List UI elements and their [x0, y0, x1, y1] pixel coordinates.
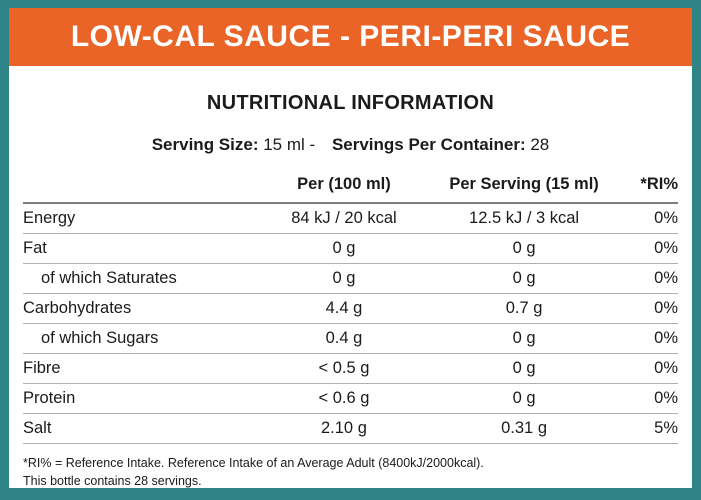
ri-percent-value: 0%: [619, 263, 678, 294]
serving-size-value: 15 ml: [263, 135, 305, 154]
nutrient-name: Energy: [23, 203, 259, 234]
footnote: *RI% = Reference Intake. Reference Intak…: [23, 454, 678, 490]
product-banner: LOW-CAL SAUCE - PERI-PERI SAUCE: [9, 8, 692, 66]
ri-percent-value: 0%: [619, 233, 678, 264]
per-serving-value: 0 g: [429, 383, 620, 414]
per-serving-value: 0 g: [429, 233, 620, 264]
per-100ml-value: < 0.5 g: [258, 353, 430, 384]
ri-percent-value: 0%: [619, 383, 678, 414]
per-serving-value: 0.31 g: [429, 413, 620, 444]
per-serving-value: 0 g: [429, 323, 620, 354]
table-row: Salt 2.10 g 0.31 g 5%: [23, 413, 678, 444]
table-row: Energy 84 kJ / 20 kcal 12.5 kJ / 3 kcal 0%: [23, 203, 678, 234]
per-100ml-value: 0.4 g: [258, 323, 430, 354]
label-card: LOW-CAL SAUCE - PERI-PERI SAUCE NUTRITIO…: [9, 8, 692, 488]
per-serving-value: 0.7 g: [429, 293, 620, 324]
ri-percent-value: 0%: [619, 203, 678, 234]
serving-info: Serving Size: 15 ml - Servings Per Conta…: [9, 135, 692, 155]
ri-percent-value: 5%: [619, 413, 678, 444]
nutrient-name: Salt: [23, 413, 259, 444]
ri-percent-value: 0%: [619, 293, 678, 324]
serving-size-label: Serving Size:: [151, 135, 259, 154]
column-header-ri-percent: *RI%: [619, 175, 678, 204]
per-serving-value: 0 g: [429, 353, 620, 384]
per-serving-value: 0 g: [429, 263, 620, 294]
per-100ml-value: 4.4 g: [258, 293, 430, 324]
nutrient-name: of which Sugars: [23, 323, 259, 354]
footnote-servings: This bottle contains 28 servings.: [23, 474, 202, 489]
ri-percent-value: 0%: [619, 353, 678, 384]
per-100ml-value: < 0.6 g: [258, 383, 430, 414]
nutrition-table: Per (100 ml) Per Serving (15 ml) *RI% En…: [23, 175, 678, 444]
table-header-row: Per (100 ml) Per Serving (15 ml) *RI%: [23, 175, 678, 204]
per-100ml-value: 84 kJ / 20 kcal: [258, 203, 430, 234]
nutrient-name: Carbohydrates: [23, 293, 259, 324]
per-100ml-value: 2.10 g: [258, 413, 430, 444]
column-header-per-100ml: Per (100 ml): [258, 175, 430, 204]
servings-per-container-value: 28: [530, 135, 550, 154]
column-header-nutrient: [23, 175, 259, 204]
ri-percent-value: 0%: [619, 323, 678, 354]
nutrient-name: of which Saturates: [23, 263, 259, 294]
section-title: NUTRITIONAL INFORMATION: [206, 92, 495, 114]
serving-separator: -: [309, 135, 316, 154]
per-serving-value: 12.5 kJ / 3 kcal: [429, 203, 620, 234]
footnote-reference-intake: *RI% = Reference Intake. Reference Intak…: [23, 456, 484, 470]
nutrition-table-body: Energy 84 kJ / 20 kcal 12.5 kJ / 3 kcal 0% F…: [23, 203, 678, 444]
per-100ml-value: 0 g: [258, 233, 430, 264]
product-title: LOW-CAL SAUCE - PERI-PERI SAUCE: [70, 20, 631, 53]
nutrient-name: Protein: [23, 383, 259, 414]
per-100ml-value: 0 g: [258, 263, 430, 294]
table-row: Carbohydrates 4.4 g 0.7 g 0%: [23, 293, 678, 324]
servings-per-container-label: Servings Per Container:: [331, 135, 526, 154]
nutrient-name: Fibre: [23, 353, 259, 384]
column-header-per-serving: Per Serving (15 ml): [429, 175, 620, 204]
nutrient-name: Fat: [23, 233, 259, 264]
